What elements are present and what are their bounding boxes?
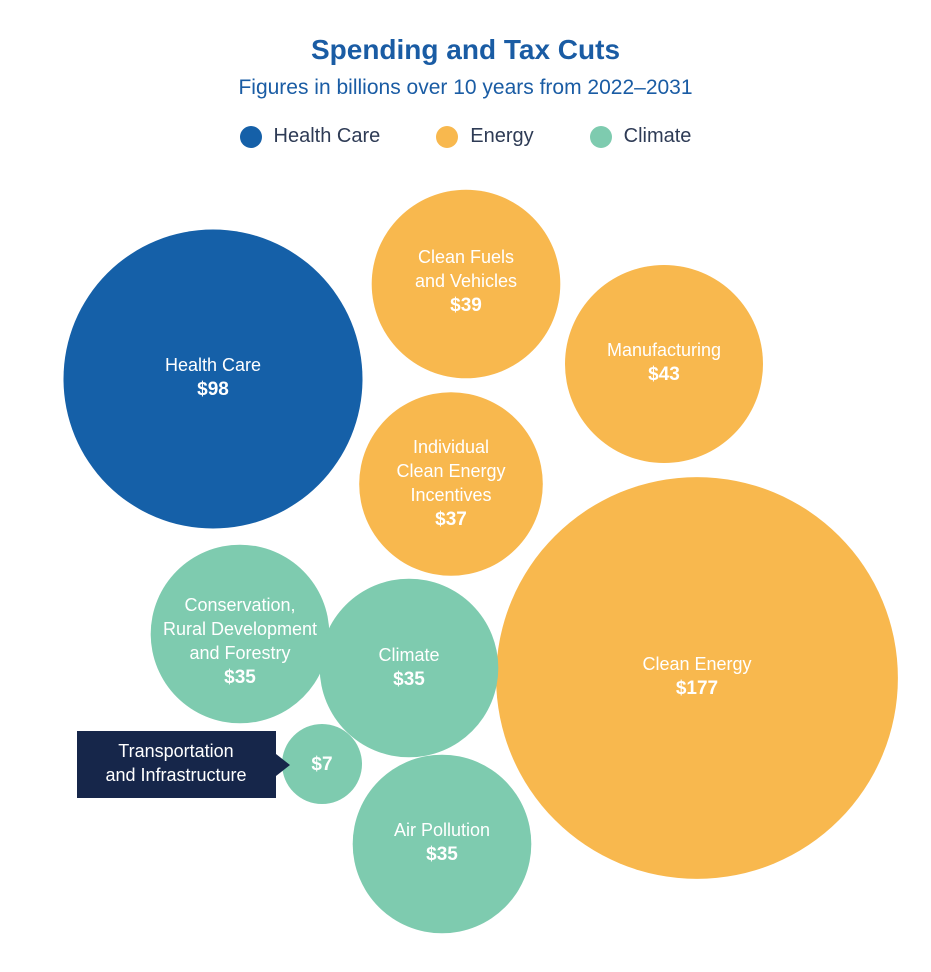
bubble-label-individual-clean-energy-incentives: Incentives (410, 485, 491, 505)
bubble-label-climate: Climate (378, 645, 439, 665)
bubble-label-individual-clean-energy-incentives: Clean Energy (396, 461, 505, 481)
bubble-value-climate: $35 (393, 669, 425, 690)
bubble-value-manufacturing: $43 (648, 364, 680, 385)
callout-label-transportation-and-infrastructure: Transportation (118, 741, 233, 761)
legend-swatch-energy (436, 125, 459, 148)
bubble-clean-fuels-and-vehicles (371, 189, 561, 379)
bubble-climate (319, 578, 499, 758)
bubble-manufacturing (565, 265, 763, 463)
bubble-label-health-care: Health Care (165, 355, 261, 375)
bubble-value-health-care: $98 (197, 379, 229, 400)
legend-label-health-care: Health Care (273, 125, 381, 147)
bubble-health-care (63, 229, 363, 529)
bubble-value-air-pollution: $35 (426, 844, 458, 865)
callout-box-transportation-and-infrastructure (77, 731, 290, 798)
legend-item-climate: Climate (589, 125, 692, 148)
legend: Health Care Energy Climate (0, 125, 931, 148)
bubble-air-pollution (352, 754, 532, 934)
bubble-label-clean-fuels-and-vehicles: Clean Fuels (418, 247, 514, 267)
bubble-label-conservation-rural-development-and-forestry: Rural Development (163, 619, 317, 639)
chart-subtitle: Figures in billions over 10 years from 2… (238, 76, 693, 99)
bubble-value-clean-energy: $177 (676, 678, 718, 699)
bubble-conservation-rural-development-and-forestry (150, 544, 330, 724)
legend-label-climate: Climate (623, 125, 692, 147)
bubble-label-clean-energy: Clean Energy (642, 654, 751, 674)
bubble-label-individual-clean-energy-incentives: Individual (413, 437, 489, 457)
bubble-label-clean-fuels-and-vehicles: and Vehicles (415, 271, 517, 291)
bubble-value-conservation-rural-development-and-forestry: $35 (224, 667, 256, 688)
bubble-label-manufacturing: Manufacturing (607, 340, 721, 360)
bubble-value-individual-clean-energy-incentives: $37 (435, 509, 467, 530)
callout-label-transportation-and-infrastructure: and Infrastructure (105, 765, 246, 785)
bubble-label-conservation-rural-development-and-forestry: Conservation, (184, 595, 295, 615)
bubble-individual-clean-energy-incentives (359, 392, 543, 576)
bubble-value-transportation-and-infrastructure: $7 (311, 754, 332, 775)
legend-item-energy: Energy (436, 125, 534, 148)
bubble-value-clean-fuels-and-vehicles: $39 (450, 295, 482, 316)
legend-label-energy: Energy (470, 125, 534, 147)
legend-swatch-health-care (239, 125, 262, 148)
bubble-label-air-pollution: Air Pollution (394, 820, 490, 840)
legend-swatch-climate (589, 125, 612, 148)
chart-title: Spending and Tax Cuts (310, 34, 621, 65)
bubble-label-conservation-rural-development-and-forestry: and Forestry (189, 643, 290, 663)
bubble-clean-energy (496, 477, 898, 879)
bubble-transportation-and-infrastructure (282, 724, 362, 804)
legend-item-health-care: Health Care (239, 125, 381, 148)
